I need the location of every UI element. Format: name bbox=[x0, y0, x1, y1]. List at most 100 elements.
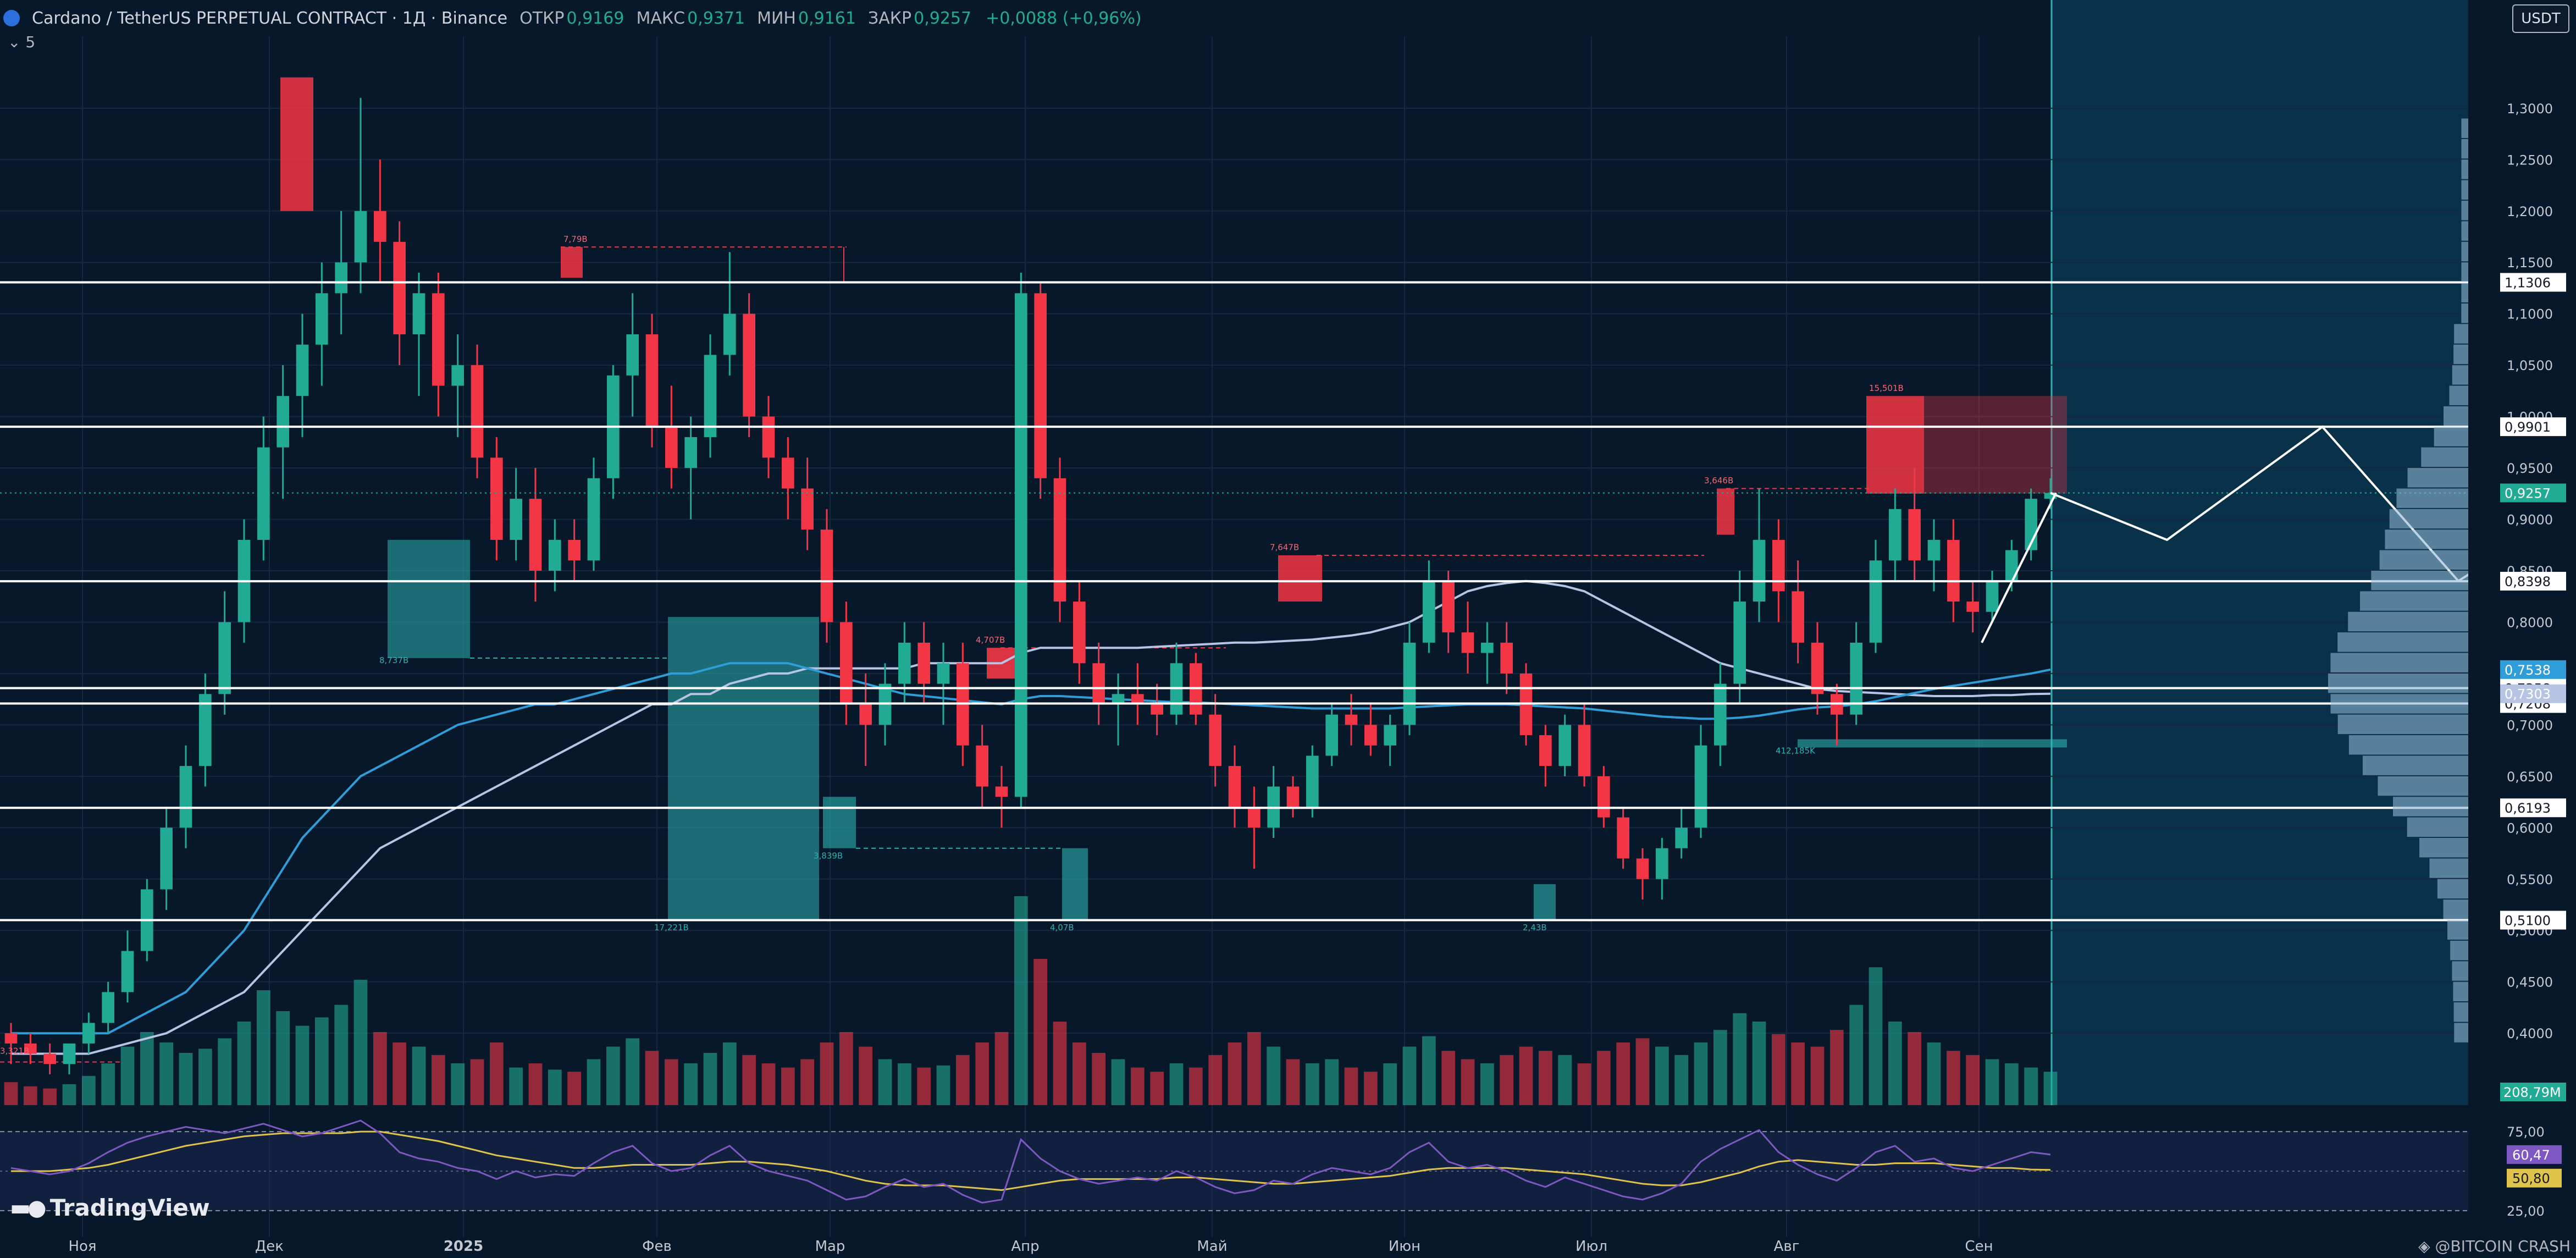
price-zone bbox=[823, 797, 856, 848]
volume-bar bbox=[1422, 1036, 1436, 1105]
volume-profile-bar bbox=[2389, 509, 2468, 529]
price-badge: 0,7303 bbox=[2505, 687, 2551, 702]
volume-bar bbox=[1441, 1051, 1456, 1105]
candle bbox=[4, 1023, 18, 1064]
candle-body bbox=[782, 457, 794, 489]
price-tick-label: 0,8000 bbox=[2507, 615, 2553, 630]
candle bbox=[1306, 745, 1319, 818]
zone-annotation: 7,647B bbox=[1270, 543, 1299, 553]
candle bbox=[1053, 457, 1066, 622]
volume-profile-bar bbox=[2330, 694, 2468, 714]
candle bbox=[1131, 663, 1144, 725]
price-zone bbox=[668, 617, 819, 920]
volume-bar bbox=[509, 1067, 523, 1105]
volume-bar bbox=[722, 1042, 737, 1105]
candle-body bbox=[2044, 493, 2057, 499]
candle-body bbox=[917, 642, 930, 684]
volume-bar bbox=[1247, 1032, 1261, 1105]
candle bbox=[1442, 571, 1455, 653]
candle bbox=[374, 159, 386, 283]
volume-bar bbox=[1150, 1072, 1164, 1105]
level-price-badge-bg bbox=[2500, 273, 2566, 292]
candle bbox=[160, 807, 173, 910]
candle bbox=[976, 725, 988, 807]
candle-body bbox=[490, 457, 503, 540]
volume-bar bbox=[256, 990, 270, 1105]
volume-bar bbox=[975, 1042, 990, 1105]
price-zone bbox=[1062, 848, 1088, 920]
candle bbox=[665, 385, 678, 489]
volume-profile-bar bbox=[2434, 427, 2468, 446]
candle bbox=[898, 622, 911, 704]
candle-body bbox=[820, 529, 833, 622]
candle-body bbox=[1850, 642, 1862, 715]
time-tick-label: Июн bbox=[1389, 1238, 1420, 1255]
volume-bar bbox=[1325, 1059, 1339, 1105]
candle-body bbox=[2005, 550, 2018, 581]
volume-profile-bar bbox=[2393, 797, 2468, 816]
volume-bar bbox=[994, 1032, 1009, 1105]
volume-bar bbox=[1985, 1059, 1999, 1105]
volume-bar bbox=[917, 1067, 931, 1105]
candle-body bbox=[1792, 591, 1804, 643]
volume-badge: 208,79M bbox=[2503, 1085, 2561, 1100]
price-tick-label: 0,4000 bbox=[2507, 1026, 2553, 1041]
candles bbox=[4, 98, 2057, 1074]
candle bbox=[1908, 468, 1921, 581]
volume-bar bbox=[664, 1059, 678, 1105]
volume-bar bbox=[276, 1011, 290, 1105]
candle bbox=[568, 519, 581, 581]
time-tick-label: Авг bbox=[1774, 1238, 1800, 1255]
volume-bar bbox=[198, 1049, 212, 1105]
candle-body bbox=[1539, 735, 1552, 766]
candle bbox=[1889, 488, 1901, 581]
volume-profile-bar bbox=[2337, 632, 2468, 652]
candle bbox=[432, 272, 445, 417]
volume-profile-bar bbox=[2461, 159, 2468, 179]
ohlc-high: МАКС 0,9371 bbox=[636, 8, 745, 28]
volume-profile-bar bbox=[2337, 714, 2468, 735]
candle bbox=[1151, 683, 1163, 736]
time-tick-label: Мар bbox=[815, 1238, 845, 1255]
level-price-badge-bg bbox=[2500, 911, 2566, 930]
time-tick-label: Фев bbox=[642, 1238, 672, 1255]
time-tick-label: Дек bbox=[255, 1238, 284, 1255]
candle bbox=[121, 930, 134, 1003]
volume-bar bbox=[781, 1067, 795, 1105]
price-tick-label: 0,6000 bbox=[2507, 820, 2553, 836]
candle-body bbox=[102, 992, 114, 1023]
volume-bar bbox=[295, 1025, 309, 1105]
volume-bar bbox=[1189, 1067, 1203, 1105]
volume-bar bbox=[839, 1032, 853, 1105]
candle-body bbox=[1461, 632, 1474, 653]
indicators-toggle[interactable]: ⌄ 5 bbox=[8, 33, 35, 51]
volume-bar bbox=[1111, 1059, 1125, 1105]
price-tick-label: 0,7000 bbox=[2507, 718, 2553, 733]
candle bbox=[743, 293, 755, 437]
candle-body bbox=[1714, 683, 1727, 746]
candle bbox=[510, 468, 522, 561]
candle-body bbox=[1228, 766, 1241, 807]
rsi-tick-label: 25,00 bbox=[2507, 1204, 2545, 1219]
ohlc-open: ОТКР 0,9169 bbox=[519, 8, 624, 28]
candle bbox=[1636, 848, 1649, 900]
volume-profile-bar bbox=[2444, 406, 2468, 426]
volume-bar bbox=[140, 1032, 154, 1105]
volume-bar bbox=[1363, 1072, 1378, 1105]
candle bbox=[1286, 776, 1300, 818]
candle-body bbox=[1869, 560, 1882, 643]
candle-body bbox=[451, 365, 464, 386]
candle-body bbox=[179, 766, 192, 828]
symbol-title[interactable]: Cardano / TetherUS PERPETUAL CONTRACT · … bbox=[32, 8, 508, 28]
candle-body bbox=[121, 951, 134, 992]
currency-button[interactable]: USDT bbox=[2512, 4, 2569, 33]
candle-body bbox=[199, 694, 212, 766]
volume-bar bbox=[2024, 1067, 2038, 1105]
volume-bar bbox=[1849, 1005, 1864, 1105]
volume-bar bbox=[859, 1046, 873, 1105]
price-zone bbox=[1866, 396, 1924, 494]
rsi-tick-label: 75,00 bbox=[2507, 1124, 2545, 1140]
volume-bar bbox=[159, 1042, 174, 1105]
candle-body bbox=[354, 211, 367, 263]
